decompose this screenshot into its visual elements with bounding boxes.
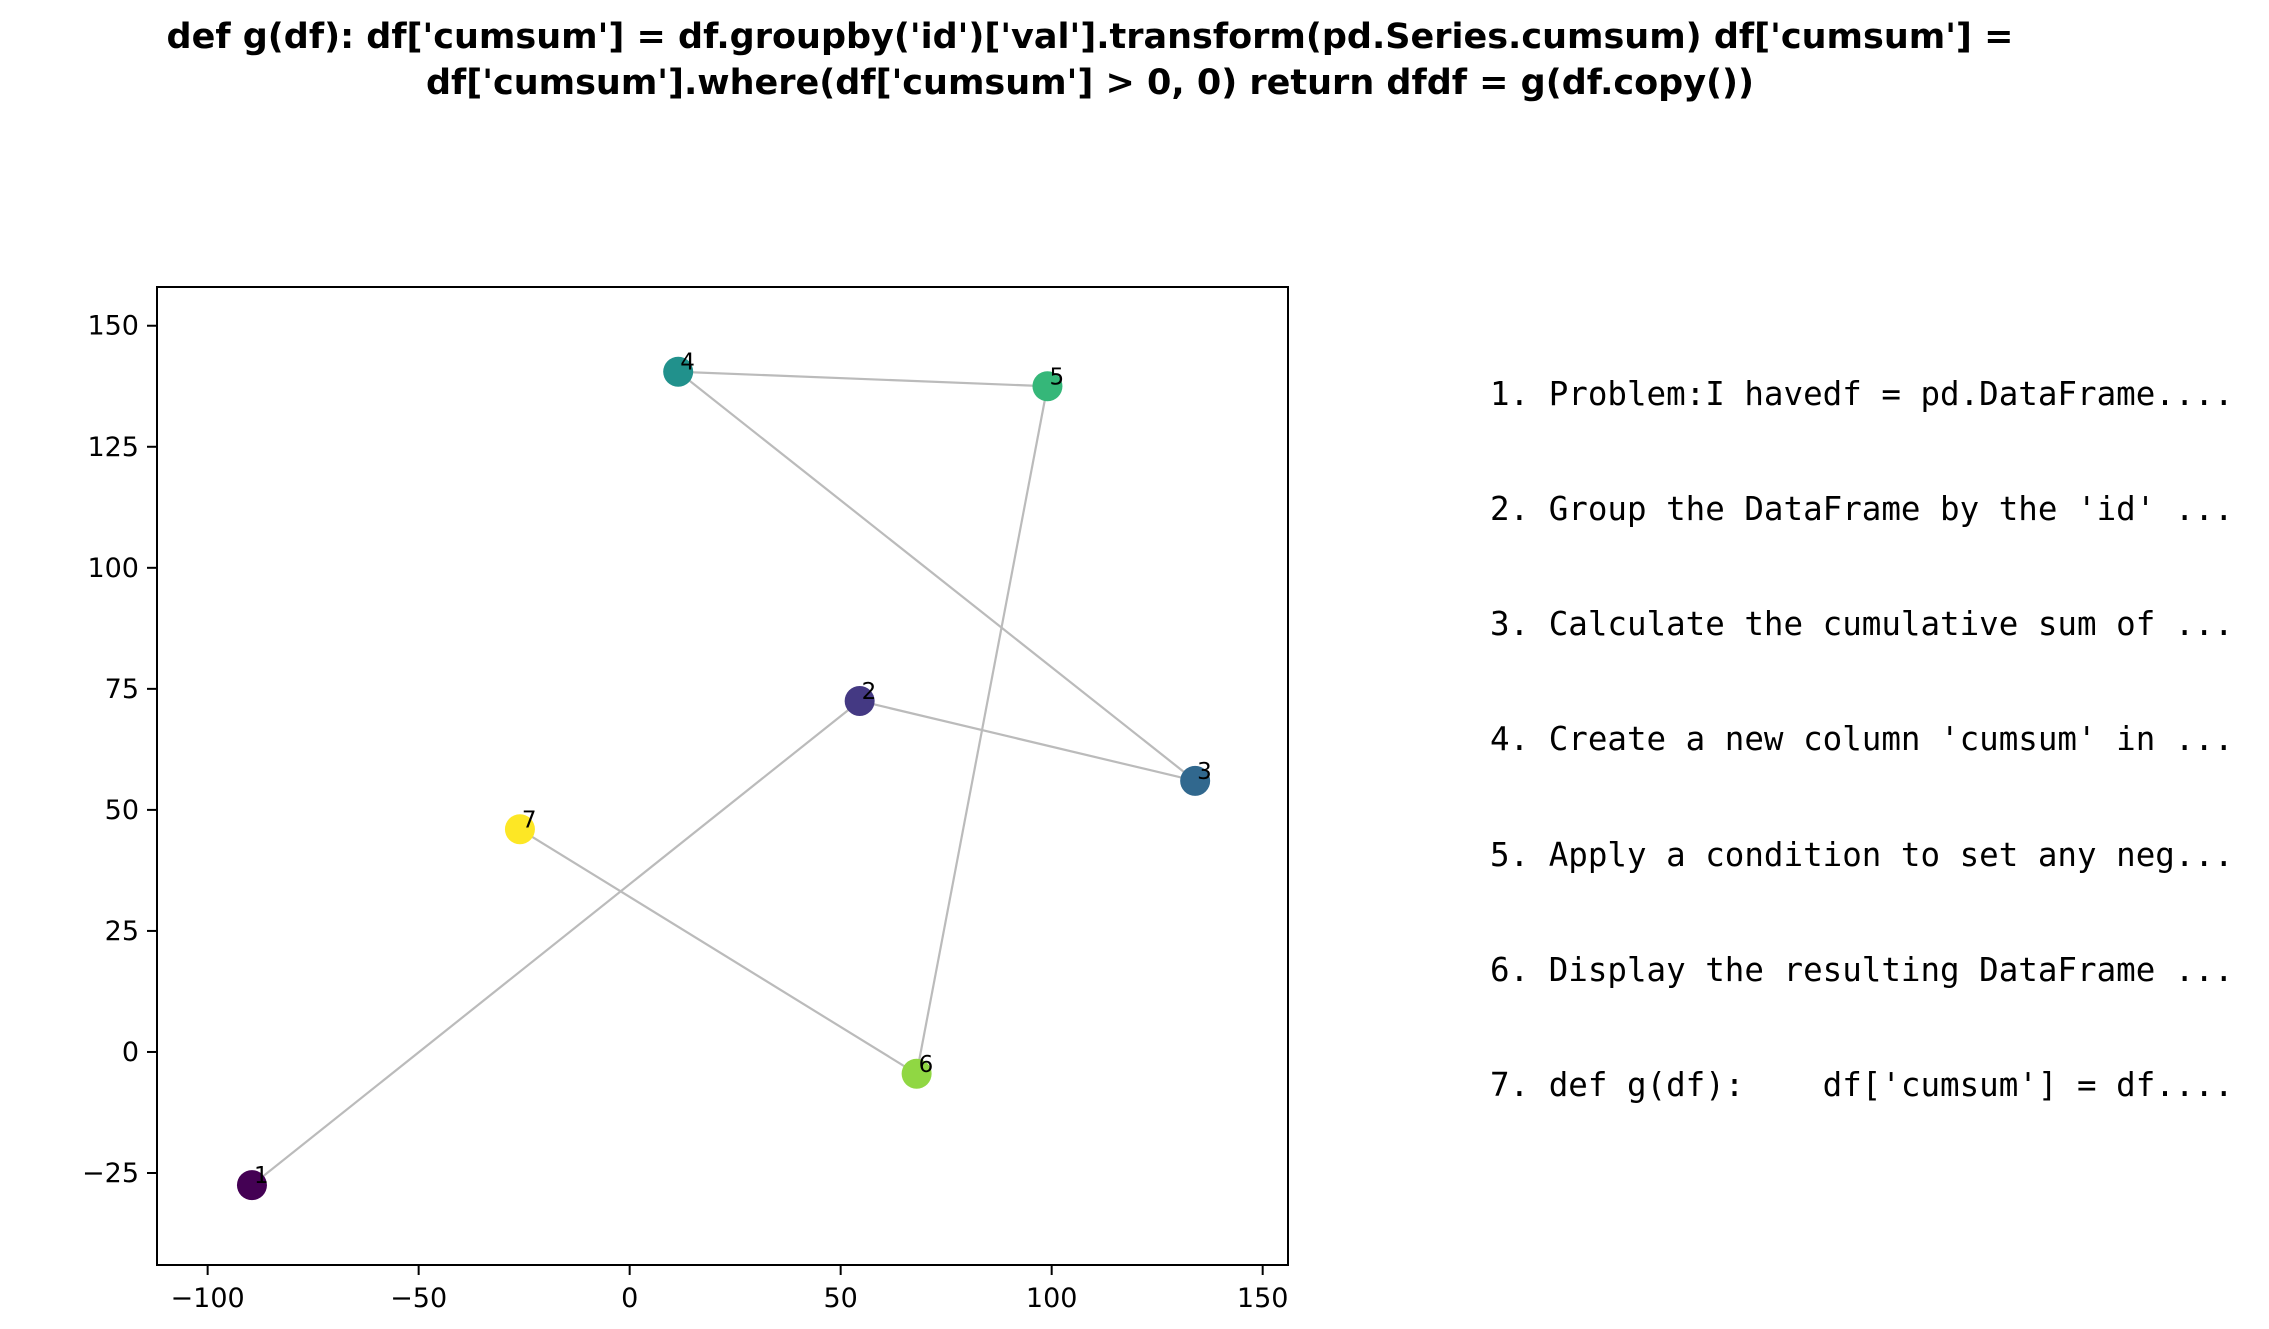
step-item: 6. Display the resulting DataFrame ... [1490, 950, 2234, 989]
point-label: 2 [862, 679, 877, 705]
data-point [236, 1170, 267, 1201]
y-axis: −25 0 25 50 75 100 125 150 [82, 311, 157, 1189]
data-point [663, 356, 694, 387]
y-tick-label: 50 [105, 795, 139, 826]
step-item: 3. Calculate the cumulative sum of ... [1490, 605, 2234, 644]
x-axis: −100 −50 0 50 100 150 [171, 1265, 1289, 1314]
step-item: 7. def g(df): df['cumsum'] = df.... [1490, 1066, 2234, 1105]
connecting-line [251, 700, 861, 1186]
y-tick-label: 25 [105, 916, 139, 947]
point-label: 1 [254, 1163, 269, 1189]
data-point [1032, 371, 1063, 402]
data-point [504, 814, 535, 845]
connecting-line [915, 386, 1049, 1074]
chart-title: def g(df): df['cumsum'] = df.groupby('id… [166, 17, 2014, 103]
point-label: 6 [919, 1052, 934, 1078]
y-tick-label: −25 [82, 1158, 139, 1189]
data-point [901, 1058, 932, 1089]
y-tick-label: 125 [87, 432, 139, 463]
connecting-lines [251, 370, 1196, 1186]
y-tick-label: 150 [87, 311, 139, 342]
x-tick-label: −100 [171, 1283, 245, 1314]
data-points [236, 356, 1211, 1201]
steps-list: 1. Problem:I havedf = pd.DataFrame.... 2… [1490, 298, 2234, 1143]
point-labels: 1 2 3 4 5 6 7 [254, 350, 1212, 1189]
point-label: 7 [522, 807, 537, 833]
connecting-line [678, 370, 1048, 388]
step-item: 4. Create a new column 'cumsum' in ... [1490, 720, 2234, 759]
x-tick-label: 150 [1237, 1283, 1289, 1314]
connecting-line [519, 828, 918, 1075]
point-label: 5 [1049, 364, 1064, 390]
y-tick-label: 75 [105, 674, 139, 705]
x-tick-label: 100 [1026, 1283, 1078, 1314]
connecting-line [677, 370, 1196, 782]
data-point [1180, 765, 1211, 796]
x-tick-label: −50 [390, 1283, 447, 1314]
step-item: 2. Group the DataFrame by the 'id' ... [1490, 490, 2234, 529]
y-tick-label: 100 [87, 553, 139, 584]
y-tick-label: 0 [122, 1037, 139, 1068]
data-point [844, 685, 875, 716]
point-label: 4 [680, 350, 695, 376]
x-tick-label: 50 [823, 1283, 857, 1314]
x-tick-label: 0 [621, 1283, 638, 1314]
plot-frame [156, 286, 1289, 1266]
point-label: 3 [1197, 759, 1212, 785]
step-item: 5. Apply a condition to set any neg... [1490, 835, 2234, 874]
connecting-line [859, 699, 1196, 782]
step-item: 1. Problem:I havedf = pd.DataFrame.... [1490, 374, 2234, 413]
